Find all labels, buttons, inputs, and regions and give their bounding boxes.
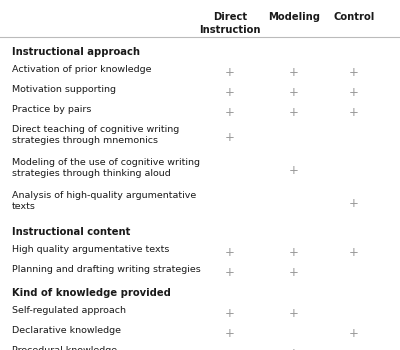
Text: Activation of prior knowledge: Activation of prior knowledge (12, 65, 152, 74)
Text: +: + (349, 106, 359, 119)
Text: +: + (225, 86, 235, 99)
Text: +: + (225, 131, 235, 144)
Text: Motivation supporting: Motivation supporting (12, 85, 116, 94)
Text: +: + (349, 197, 359, 210)
Text: Control: Control (333, 12, 375, 22)
Text: Direct
Instruction: Direct Instruction (199, 12, 261, 35)
Text: +: + (289, 106, 299, 119)
Text: +: + (225, 66, 235, 79)
Text: Self-regulated approach: Self-regulated approach (12, 306, 126, 315)
Text: +: + (289, 164, 299, 177)
Text: +: + (289, 347, 299, 350)
Text: Modeling: Modeling (268, 12, 320, 22)
Text: Planning and drafting writing strategies: Planning and drafting writing strategies (12, 265, 201, 274)
Text: Modeling of the use of cognitive writing
strategies through thinking aloud: Modeling of the use of cognitive writing… (12, 158, 200, 178)
Text: +: + (225, 307, 235, 320)
Text: Procedural knowledge: Procedural knowledge (12, 346, 117, 350)
Text: +: + (349, 66, 359, 79)
Text: +: + (289, 307, 299, 320)
Text: +: + (225, 266, 235, 279)
Text: +: + (289, 266, 299, 279)
Text: High quality argumentative texts: High quality argumentative texts (12, 245, 169, 254)
Text: Analysis of high-quality argumentative
texts: Analysis of high-quality argumentative t… (12, 191, 196, 211)
Text: Declarative knowledge: Declarative knowledge (12, 326, 121, 335)
Text: +: + (225, 106, 235, 119)
Text: Kind of knowledge provided: Kind of knowledge provided (12, 288, 171, 298)
Text: +: + (289, 86, 299, 99)
Text: +: + (289, 246, 299, 259)
Text: Direct teaching of cognitive writing
strategies through mnemonics: Direct teaching of cognitive writing str… (12, 125, 179, 145)
Text: +: + (349, 86, 359, 99)
Text: +: + (349, 246, 359, 259)
Text: +: + (289, 66, 299, 79)
Text: +: + (225, 327, 235, 340)
Text: Practice by pairs: Practice by pairs (12, 105, 91, 114)
Text: +: + (225, 246, 235, 259)
Text: +: + (349, 327, 359, 340)
Text: Instructional approach: Instructional approach (12, 47, 140, 57)
Text: Instructional content: Instructional content (12, 227, 130, 237)
